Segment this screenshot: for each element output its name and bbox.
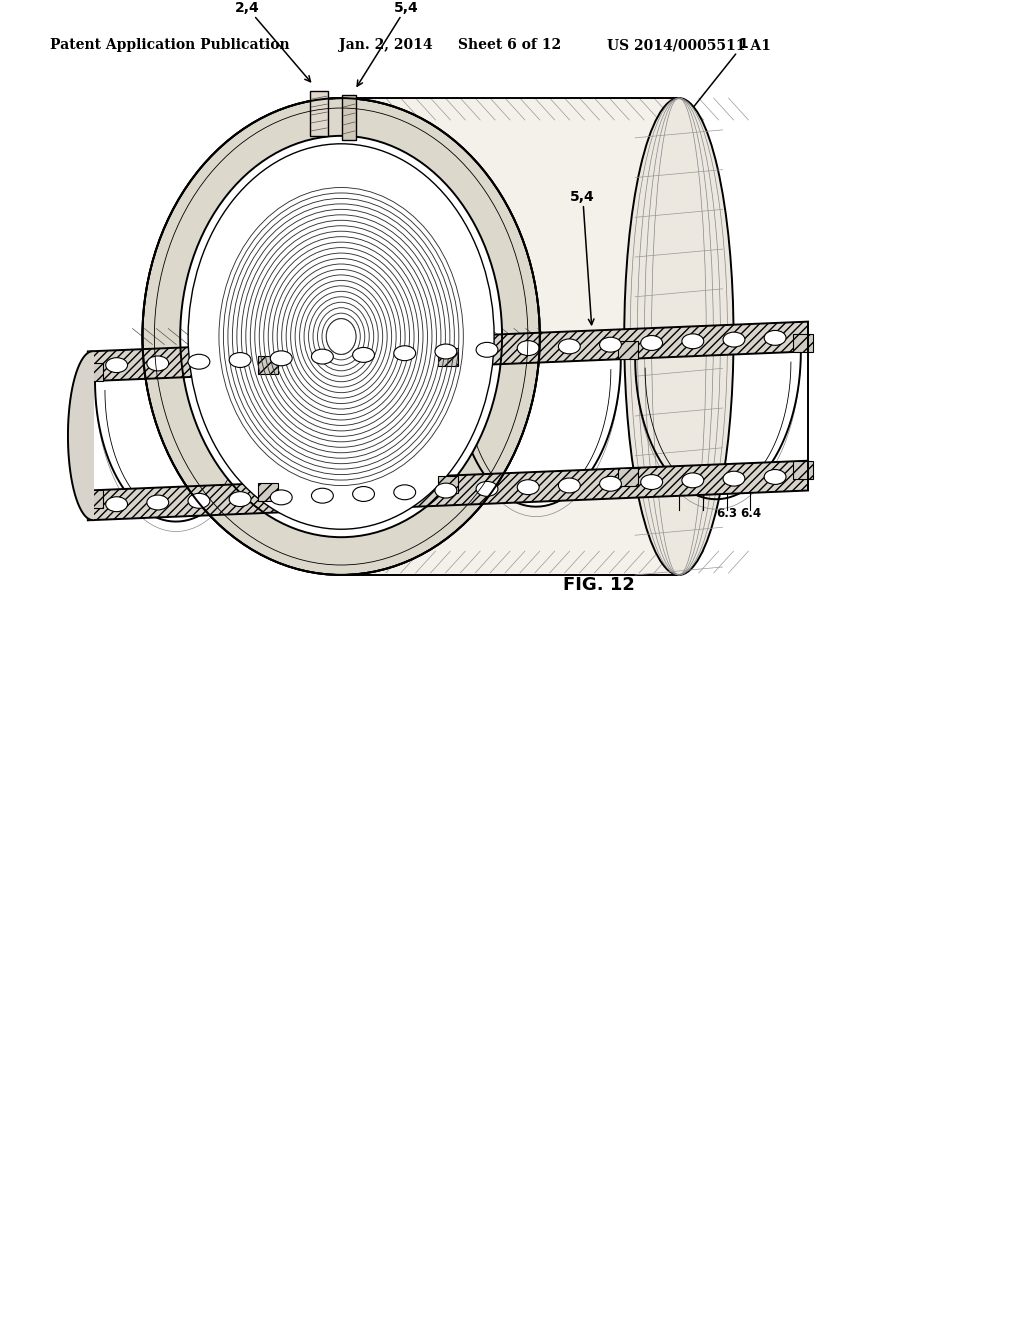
Polygon shape <box>258 483 278 500</box>
Ellipse shape <box>229 491 251 507</box>
Ellipse shape <box>476 482 498 496</box>
Text: 2,4: 2,4 <box>433 205 464 330</box>
Ellipse shape <box>352 487 375 502</box>
Text: 2,4: 2,4 <box>234 1 310 82</box>
Ellipse shape <box>188 144 495 529</box>
Ellipse shape <box>229 352 251 367</box>
Polygon shape <box>438 348 458 367</box>
Ellipse shape <box>327 318 356 354</box>
Ellipse shape <box>600 477 622 491</box>
Ellipse shape <box>146 495 169 510</box>
Polygon shape <box>635 351 801 499</box>
Ellipse shape <box>682 334 703 348</box>
Text: 1: 1 <box>673 37 749 133</box>
Text: FIG. 12: FIG. 12 <box>563 576 635 594</box>
Ellipse shape <box>352 347 375 363</box>
Polygon shape <box>83 490 102 508</box>
Ellipse shape <box>146 356 169 371</box>
Polygon shape <box>83 363 102 381</box>
Polygon shape <box>88 322 808 381</box>
Ellipse shape <box>270 351 292 366</box>
Polygon shape <box>88 351 808 491</box>
Polygon shape <box>618 469 638 486</box>
Ellipse shape <box>641 335 663 350</box>
Text: Jan. 2, 2014: Jan. 2, 2014 <box>339 38 433 53</box>
Text: 5,4: 5,4 <box>357 1 419 86</box>
Ellipse shape <box>625 98 733 576</box>
Ellipse shape <box>142 98 540 576</box>
Text: US 2014/0005511 A1: US 2014/0005511 A1 <box>607 38 771 53</box>
Ellipse shape <box>764 330 786 346</box>
Ellipse shape <box>180 136 502 537</box>
Ellipse shape <box>723 333 744 347</box>
Polygon shape <box>258 356 278 374</box>
Text: 6.2: 6.2 <box>692 507 714 520</box>
Polygon shape <box>455 359 621 507</box>
Ellipse shape <box>558 339 581 354</box>
Ellipse shape <box>188 494 210 508</box>
Polygon shape <box>275 367 440 513</box>
Ellipse shape <box>558 478 581 492</box>
Ellipse shape <box>311 350 334 364</box>
Text: 6.3: 6.3 <box>716 507 737 520</box>
Ellipse shape <box>600 337 622 352</box>
Ellipse shape <box>188 354 210 370</box>
Ellipse shape <box>764 470 786 484</box>
Polygon shape <box>794 461 813 479</box>
Ellipse shape <box>723 471 744 486</box>
Polygon shape <box>310 91 329 136</box>
Polygon shape <box>341 98 679 576</box>
Text: 6.4: 6.4 <box>740 507 761 520</box>
Polygon shape <box>618 341 638 359</box>
Text: Patent Application Publication: Patent Application Publication <box>50 38 290 53</box>
Ellipse shape <box>105 496 128 512</box>
Polygon shape <box>794 334 813 351</box>
Ellipse shape <box>435 345 457 359</box>
Polygon shape <box>68 351 93 520</box>
Polygon shape <box>95 374 261 521</box>
Ellipse shape <box>682 473 703 488</box>
Text: Sheet 6 of 12: Sheet 6 of 12 <box>459 38 561 53</box>
Ellipse shape <box>517 479 539 495</box>
Ellipse shape <box>394 484 416 500</box>
Ellipse shape <box>311 488 334 503</box>
Ellipse shape <box>394 346 416 360</box>
Ellipse shape <box>435 483 457 498</box>
Ellipse shape <box>270 490 292 504</box>
Text: FIG. 11: FIG. 11 <box>584 471 655 490</box>
Text: 12.1: 12.1 <box>304 224 353 335</box>
Text: 5,4: 5,4 <box>570 190 595 325</box>
Ellipse shape <box>476 342 498 358</box>
Ellipse shape <box>105 358 128 372</box>
Polygon shape <box>342 95 356 140</box>
Text: 6.1: 6.1 <box>669 507 689 520</box>
Polygon shape <box>88 461 808 520</box>
Ellipse shape <box>517 341 539 355</box>
Polygon shape <box>438 475 458 494</box>
Ellipse shape <box>641 475 663 490</box>
